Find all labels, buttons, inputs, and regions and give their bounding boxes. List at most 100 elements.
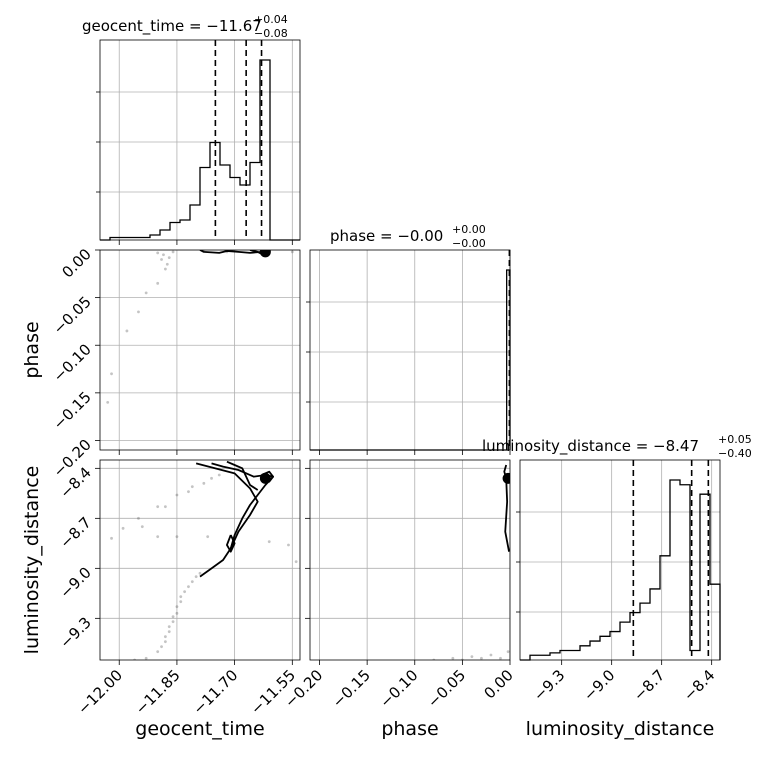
hist-frame-luminosity-distance	[519, 459, 721, 661]
title-geocent-time-plus: +0.04	[254, 13, 288, 26]
hist-panel-geocent-time	[96, 39, 301, 241]
xtick-label-geocent-time-0: −12.00	[74, 666, 126, 718]
hist-frame-geocent-time	[99, 39, 301, 241]
scatter-panel-geocent-time-phase	[99, 249, 301, 451]
panel-frame-0-1	[99, 249, 301, 451]
sample-point-0-1-11	[167, 256, 171, 260]
contour-0-2-3	[226, 534, 236, 553]
sample-point-0-1-12	[171, 250, 175, 254]
sample-point-0-2-21	[179, 600, 183, 604]
title-phase: phase = −0.00 +0.00 −0.00	[330, 223, 486, 250]
sample-point-0-2-26	[156, 650, 160, 654]
title-phase-value: phase = −0.00	[330, 227, 443, 245]
title-phase-plus: +0.00	[452, 223, 486, 236]
sample-point-0-1-9	[110, 372, 113, 376]
xtick-label-luminosity-distance-0: −9.3	[530, 666, 568, 704]
scatter-panel-geocent-time-luminosity-distance	[99, 459, 301, 661]
sample-point-1-2-7	[506, 650, 510, 654]
xtick-label-luminosity-distance-3: −8.4	[680, 666, 718, 704]
x-axis-label-phase: phase	[381, 718, 438, 740]
histogram-geocent-time	[100, 59, 300, 241]
title-geocent-time-minus: −0.08	[254, 27, 288, 40]
sample-point-0-1-2	[163, 267, 167, 271]
sample-point-0-2-33	[171, 615, 175, 619]
sample-point-0-2-29	[194, 575, 198, 579]
sample-point-0-1-5	[156, 281, 160, 285]
xtick-label-luminosity-distance-2: −8.7	[630, 666, 668, 704]
title-geocent-time-value: geocent_time = −11.67	[82, 17, 262, 36]
sample-point-0-1-0	[156, 251, 160, 255]
density-peak-1-2	[502, 472, 510, 484]
sample-point-0-2-30	[187, 585, 190, 589]
sample-point-0-2-36	[160, 645, 163, 649]
xtick-label-luminosity-distance-1: −9.0	[580, 666, 618, 704]
sample-point-0-2-23	[171, 620, 175, 624]
hist-panel-phase	[306, 249, 511, 451]
title-phase-minus: −0.00	[452, 237, 486, 250]
sample-point-1-2-3	[470, 655, 474, 659]
xtick-label-phase-3: −0.05	[424, 666, 469, 711]
sample-point-0-2-18	[198, 571, 202, 575]
sample-point-0-2-6	[140, 525, 144, 529]
sample-point-0-2-11	[187, 490, 190, 494]
panel-frame-1-2	[309, 459, 511, 661]
sample-point-0-2-35	[163, 635, 167, 639]
sample-point-1-2-5	[489, 653, 493, 657]
sample-point-0-2-34	[167, 625, 171, 629]
sample-point-0-2-22	[175, 611, 179, 615]
sample-point-0-2-2	[156, 505, 160, 509]
x-axis-label-geocent-time: geocent_time	[135, 718, 264, 740]
sample-point-0-2-14	[206, 535, 210, 539]
sample-point-0-1-7	[137, 310, 140, 314]
panel-frame-0-2	[99, 459, 301, 661]
sample-point-1-2-6	[499, 656, 502, 660]
histogram-phase	[310, 269, 511, 451]
sample-point-0-2-25	[163, 640, 167, 644]
sample-point-0-2-32	[175, 605, 179, 609]
title-luminosity-distance-value: luminosity_distance = −8.47	[482, 437, 699, 456]
ytick-label-phase-2: −0.10	[50, 340, 95, 385]
xtick-label-phase-4: 0.00	[480, 666, 516, 702]
sample-point-0-1-3	[162, 253, 165, 257]
contour-0-2-0	[195, 462, 259, 578]
sample-point-0-1-10	[106, 400, 110, 404]
x-axis-label-luminosity-distance: luminosity_distance	[526, 718, 715, 740]
title-geocent-time: geocent_time = −11.67 +0.04 −0.08	[82, 13, 288, 40]
ytick-label-phase-3: −0.05	[50, 293, 95, 338]
sample-point-0-2-10	[202, 481, 206, 485]
density-peak-0-1	[259, 250, 271, 258]
contour-1-2-0	[503, 464, 510, 552]
sample-point-0-2-16	[287, 543, 290, 547]
scatter-panel-phase-luminosity-distance	[309, 459, 511, 661]
sample-point-0-2-3	[137, 516, 140, 520]
y-axis-label-luminosity-distance: luminosity_distance	[21, 466, 43, 655]
hist-panel-luminosity-distance	[516, 459, 721, 661]
sample-point-0-2-9	[217, 473, 221, 477]
ytick-label-luminosity-distance-0: −9.3	[56, 613, 94, 651]
sample-point-0-1-6	[144, 291, 148, 295]
sample-point-0-2-24	[167, 630, 171, 634]
sample-point-0-2-20	[183, 590, 187, 594]
sample-point-0-2-1	[175, 493, 179, 497]
sample-point-1-2-4	[480, 656, 483, 660]
y-axis-label-phase: phase	[21, 321, 43, 378]
sample-point-0-2-15	[267, 540, 271, 544]
sample-point-0-2-13	[175, 535, 179, 539]
xtick-label-geocent-time-1: −11.85	[132, 666, 184, 718]
sample-point-1-2-1	[451, 656, 455, 660]
sample-point-0-2-0	[190, 485, 194, 489]
sample-point-0-1-4	[165, 262, 169, 266]
title-luminosity-distance-minus: −0.40	[718, 447, 752, 460]
xtick-label-geocent-time-2: −11.70	[189, 666, 241, 718]
ytick-label-luminosity-distance-2: −8.7	[56, 513, 94, 551]
sample-point-0-2-4	[121, 526, 125, 530]
sample-point-0-2-12	[156, 535, 160, 539]
ytick-label-luminosity-distance-1: −9.0	[56, 563, 94, 601]
sample-point-0-2-19	[190, 580, 194, 584]
histogram-luminosity-distance	[520, 479, 721, 661]
hist-frame-phase	[309, 249, 511, 451]
ytick-label-phase-4: 0.00	[58, 245, 94, 281]
ytick-label-phase-1: −0.15	[50, 388, 95, 433]
xtick-label-phase-2: −0.10	[376, 666, 421, 711]
